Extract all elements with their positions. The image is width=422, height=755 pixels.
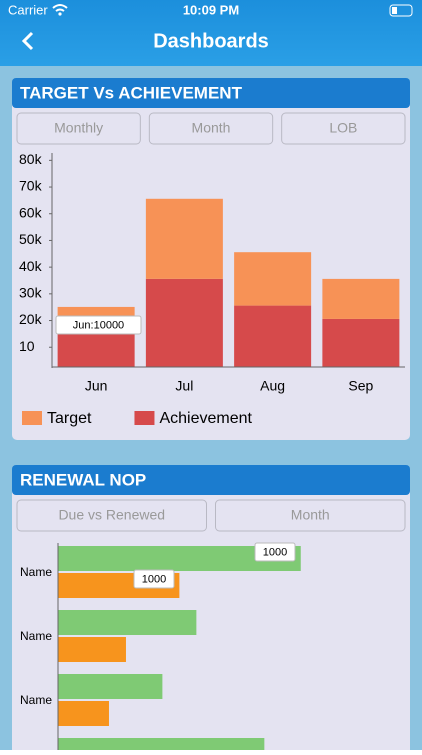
x-tick-label: Jul xyxy=(175,378,193,394)
bar-segment xyxy=(145,278,223,367)
legend-swatch xyxy=(134,411,155,425)
y-tick-label: 10 xyxy=(19,338,35,354)
nav-bar xyxy=(0,0,422,66)
legend-label: Achievement xyxy=(159,410,252,427)
filter-button-label: Monthly xyxy=(54,120,103,136)
card-title: RENEWAL NOP xyxy=(20,470,146,489)
battery-level xyxy=(392,7,397,14)
x-tick-label: Aug xyxy=(260,378,285,394)
bar-segment xyxy=(234,252,312,306)
filter-button[interactable] xyxy=(281,112,406,145)
y-tick-label: 60k xyxy=(19,204,43,220)
y-tick-label: 80k xyxy=(19,151,43,167)
y-tick-label: Name xyxy=(20,565,52,579)
tooltip xyxy=(133,569,175,589)
bar-segment xyxy=(322,318,400,367)
card-header xyxy=(12,465,410,495)
y-tick-label: 70k xyxy=(19,178,43,194)
legend-label: Target xyxy=(47,410,92,427)
tooltip-text: Jun:10000 xyxy=(73,319,124,331)
x-tick-label: Sep xyxy=(348,378,373,394)
y-tick-label: 20k xyxy=(19,311,43,327)
bar xyxy=(58,738,265,755)
time: 10:09 PM xyxy=(183,2,239,17)
bar xyxy=(58,674,163,699)
tooltip-text: 1000 xyxy=(142,573,166,585)
y-tick-label: 30k xyxy=(19,285,43,301)
bar-segment xyxy=(234,305,312,367)
filter-button-label: Month xyxy=(192,120,231,136)
wifi-icon xyxy=(52,4,68,12)
card-title: TARGET Vs ACHIEVEMENT xyxy=(20,83,243,102)
filter-button[interactable] xyxy=(148,112,274,145)
wifi-dot xyxy=(58,12,62,16)
filter-button-label: Month xyxy=(291,507,330,523)
y-tick-label: 50k xyxy=(19,231,43,247)
back-button[interactable] xyxy=(21,31,34,51)
bar xyxy=(58,637,126,662)
bar xyxy=(58,701,109,726)
y-tick-label: 40k xyxy=(19,258,43,274)
filter-button[interactable] xyxy=(16,112,141,145)
tooltip-text: 1000 xyxy=(263,546,287,558)
carrier: Carrier xyxy=(8,2,48,17)
bar xyxy=(58,610,197,635)
tooltip xyxy=(55,315,142,335)
bar-segment xyxy=(57,333,135,367)
tooltip xyxy=(254,542,296,562)
filter-button[interactable] xyxy=(215,499,406,532)
filter-button-label: Due vs Renewed xyxy=(58,507,165,523)
bar-segment xyxy=(145,198,223,279)
nav-title: Dashboards xyxy=(153,30,269,52)
battery xyxy=(389,4,413,17)
y-tick-label: Name xyxy=(20,629,52,643)
bar-segment xyxy=(322,278,400,319)
filter-button-label: LOB xyxy=(329,120,357,136)
y-tick-label: Name xyxy=(20,693,52,707)
x-tick-label: Jun xyxy=(85,378,108,394)
card-header xyxy=(12,78,410,108)
legend-swatch xyxy=(22,411,42,425)
filter-button[interactable] xyxy=(16,499,207,532)
